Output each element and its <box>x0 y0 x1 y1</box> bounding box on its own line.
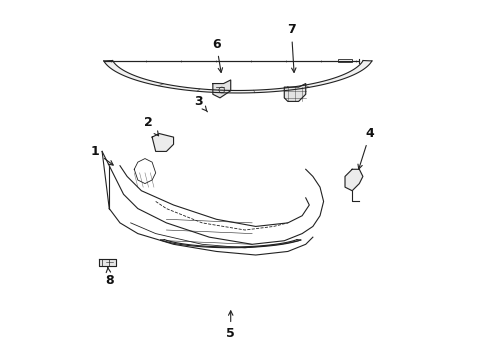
Text: 7: 7 <box>287 23 296 72</box>
Text: 3: 3 <box>194 95 207 112</box>
Polygon shape <box>152 134 173 152</box>
Text: 8: 8 <box>105 267 114 287</box>
Polygon shape <box>345 169 363 191</box>
Polygon shape <box>98 258 117 266</box>
Polygon shape <box>213 80 231 98</box>
Polygon shape <box>104 60 372 93</box>
Text: 1: 1 <box>91 145 113 165</box>
Polygon shape <box>284 84 306 102</box>
Text: 4: 4 <box>358 127 374 169</box>
Bar <box>338 59 352 62</box>
Text: 2: 2 <box>144 116 159 136</box>
Text: 6: 6 <box>212 38 222 72</box>
Text: 5: 5 <box>226 311 235 340</box>
